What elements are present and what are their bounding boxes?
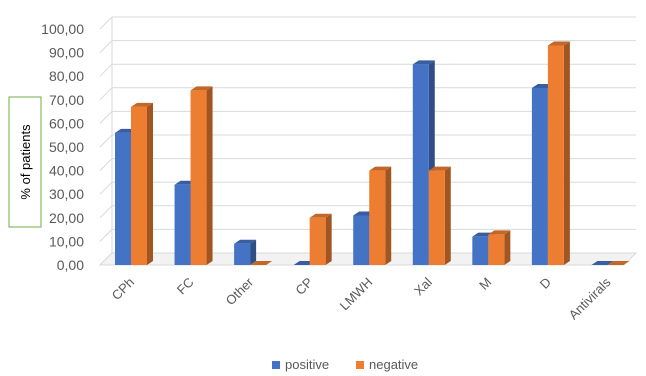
x-tick-label: FC (174, 275, 197, 298)
bar-top (412, 60, 435, 65)
bar-positive-antivirals (591, 261, 614, 265)
y-tick-label: 60,00 (49, 115, 84, 131)
x-tick-label: D (537, 275, 554, 292)
bar-negative-cp (309, 213, 332, 265)
bar-top (234, 239, 257, 244)
y-tick-label: 90,00 (49, 45, 84, 61)
bar-front (488, 234, 505, 265)
y-tick-label: 50,00 (49, 139, 84, 155)
bar-side (206, 86, 213, 265)
y-tick-label: 70,00 (49, 92, 84, 108)
bar-front (234, 243, 251, 265)
bar-top (309, 213, 332, 218)
y-tick-label: 40,00 (49, 163, 84, 179)
bar-side (250, 239, 257, 265)
bar-top (428, 166, 451, 171)
bar-top (250, 261, 273, 265)
bar-negative-antivirals (607, 261, 630, 265)
y-tick-label: 80,00 (49, 68, 84, 84)
y-tick-label: 30,00 (49, 186, 84, 202)
bar-front (115, 132, 131, 265)
y-tick-label: 20,00 (49, 210, 84, 226)
bar-negative-fc (190, 86, 213, 265)
y-axis-label-box: % of patients (8, 96, 42, 228)
bar-side (385, 166, 392, 265)
legend-label-positive: positive (285, 357, 329, 372)
x-tick-label: LMWH (337, 275, 376, 314)
bar-negative-xal (428, 166, 451, 265)
legend-label-negative: negative (369, 357, 418, 372)
y-tick-labels: 0,00 10,00 20,00 30,00 40,00 50,00 60,00 70,00 8… (41, 21, 84, 273)
x-tick-label: CP (292, 275, 315, 298)
bar-front (531, 88, 548, 265)
bar-front (309, 217, 326, 265)
gridline (99, 16, 636, 30)
bar-front (369, 170, 386, 265)
bar-front (547, 45, 564, 265)
bar-side (444, 166, 451, 265)
bar-side (504, 230, 511, 265)
bar-front (131, 106, 147, 265)
bar-front (190, 90, 207, 265)
bar-side (325, 213, 332, 265)
bar-positive-other (234, 239, 257, 265)
x-tick-labels: CPh FC Other CP LMWH Xal M D Antivirals (109, 274, 614, 322)
bar-top (607, 261, 630, 265)
bar-top (190, 86, 213, 91)
y-tick-label: 100,00 (41, 21, 84, 37)
bar-negative-d (547, 41, 570, 265)
bar-side (563, 41, 570, 265)
legend: positive negative (272, 357, 418, 372)
bar-front (472, 236, 489, 265)
y-tick-label: 10,00 (49, 233, 84, 249)
bar-front (428, 170, 445, 265)
bar-top (547, 41, 570, 46)
bar-negative-lmwh (369, 166, 392, 265)
x-tick-label: Xal (411, 274, 435, 298)
bar-side (147, 102, 153, 265)
bar-front (174, 184, 191, 265)
bar-negative-cph (131, 102, 153, 265)
bar-top (488, 230, 511, 235)
x-tick-label: M (476, 275, 494, 293)
y-tick-label: 0,00 (57, 257, 84, 273)
legend-swatch-positive (272, 361, 280, 369)
bar-front (353, 215, 370, 265)
bar-negative-other (250, 261, 273, 265)
y-axis-label: % of patients (18, 124, 33, 200)
x-tick-label: Other (223, 274, 257, 308)
bar-front (412, 64, 429, 266)
bar-top (591, 261, 614, 265)
bar-top (131, 102, 153, 107)
bar-negative-m (488, 230, 511, 265)
x-tick-label: Antivirals (566, 274, 614, 322)
bars (115, 41, 630, 266)
bar-top (369, 166, 392, 171)
legend-swatch-negative (356, 361, 364, 369)
x-tick-label: CPh (109, 275, 137, 303)
